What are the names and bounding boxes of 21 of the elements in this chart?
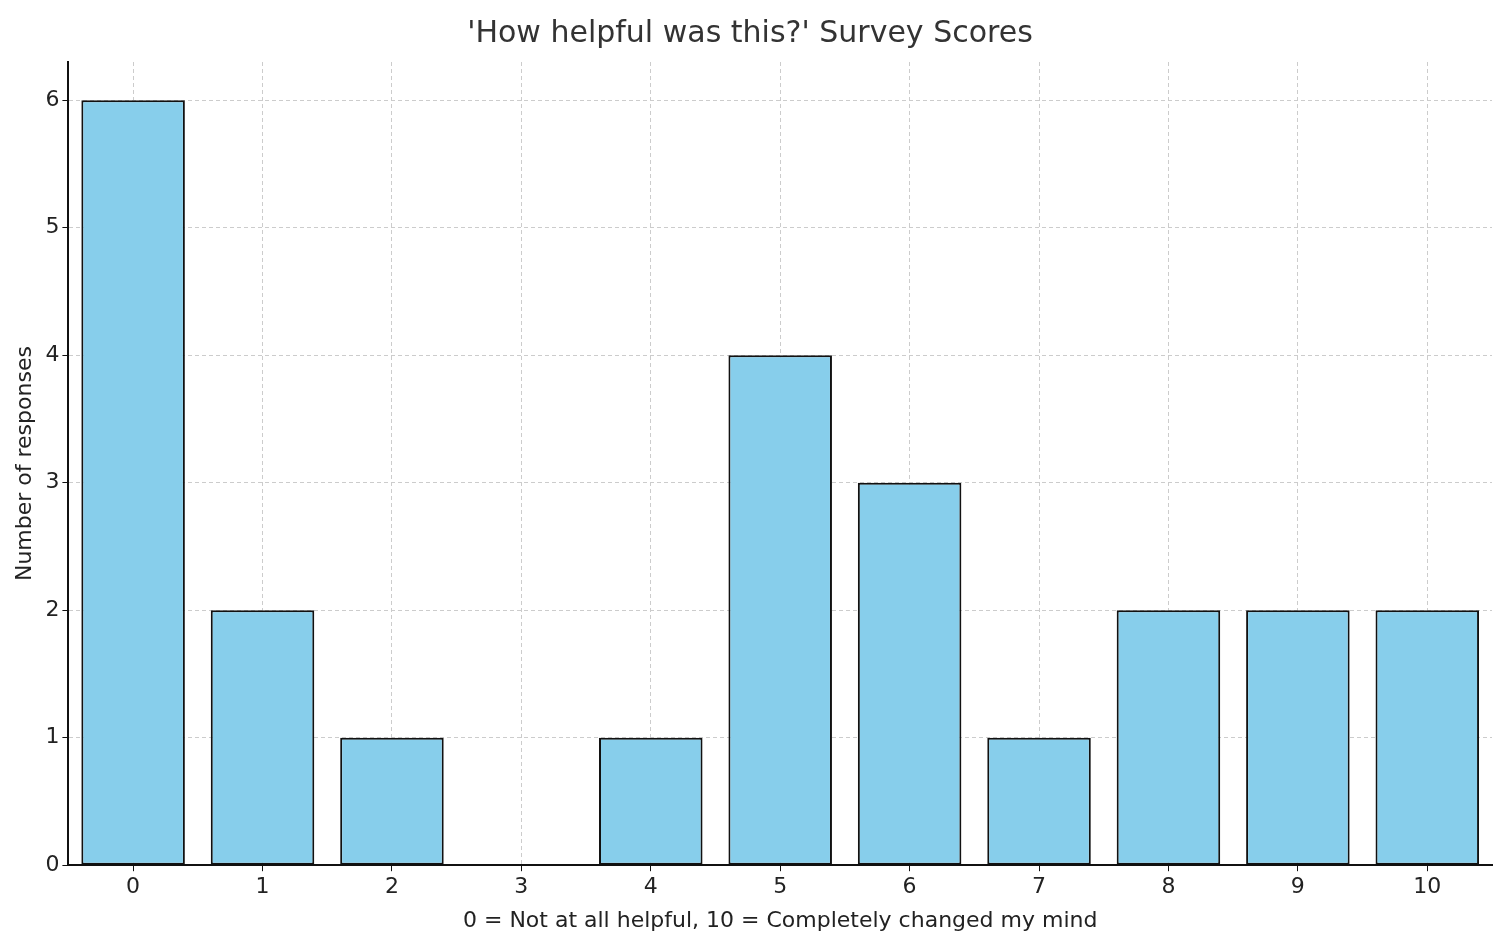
x-tick-label: 0 xyxy=(126,873,141,899)
y-tick-label: 2 xyxy=(45,595,60,621)
x-axis-title: 0 = Not at all helpful, 10 = Completely changed my mind xyxy=(462,906,1098,932)
y-axis-title: Number of responses xyxy=(10,346,36,582)
x-tick-label: 7 xyxy=(1032,873,1047,899)
x-tick-label: 6 xyxy=(902,873,917,899)
y-tick-label: 5 xyxy=(45,213,60,239)
x-tick-label: 8 xyxy=(1161,873,1176,899)
y-tick-label: 0 xyxy=(45,850,60,876)
chart-title: 'How helpful was this?' Survey Scores xyxy=(467,13,1033,49)
x-tick-label: 5 xyxy=(773,873,788,899)
x-tick-label: 9 xyxy=(1290,873,1305,899)
y-tick-label: 4 xyxy=(45,340,60,366)
y-tick-label: 1 xyxy=(45,723,60,749)
x-tick-label: 1 xyxy=(255,873,270,899)
x-tick-label: 4 xyxy=(643,873,658,899)
y-tick-label: 3 xyxy=(45,468,60,494)
x-tick-label: 3 xyxy=(514,873,529,899)
y-tick-label: 6 xyxy=(45,85,60,111)
x-tick-label: 2 xyxy=(384,873,399,899)
x-tick-label: 10 xyxy=(1413,873,1442,899)
